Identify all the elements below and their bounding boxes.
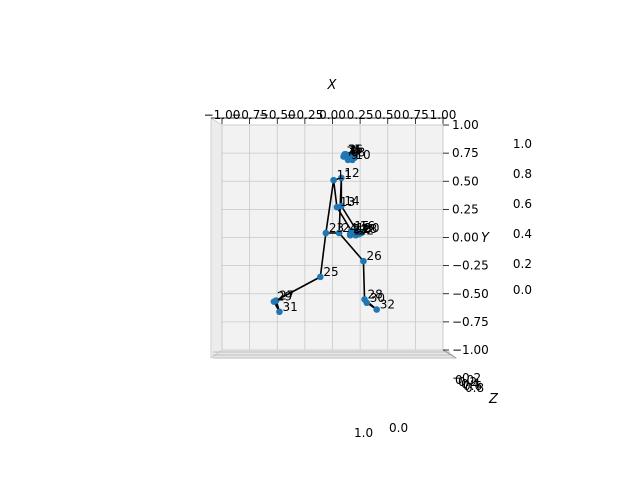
point-label: 28 [368, 287, 383, 301]
point-label: 23 [329, 221, 344, 235]
point-label: 11 [337, 168, 352, 182]
data-point [330, 176, 337, 184]
y-tick-label: 0.00 [452, 231, 479, 245]
point-label: 24 [342, 221, 357, 235]
y-tick-label: 0.25 [452, 202, 479, 216]
z-tick-label-partial: 1.0 [513, 137, 532, 151]
data-point [357, 229, 365, 237]
z-tick-label: 0.6 [463, 379, 482, 393]
x-tick-label: 1.00 [430, 108, 457, 122]
data-point [360, 257, 367, 265]
stray-label-1: 1.0 [354, 426, 373, 440]
y-tick-label: −0.50 [452, 287, 489, 301]
skeleton-edge [338, 232, 365, 262]
skeleton-edge [325, 180, 335, 234]
data-point [352, 231, 360, 239]
skeleton-edge [319, 232, 327, 277]
data-point [338, 174, 345, 182]
skeleton-edge [340, 205, 358, 232]
skeleton-edge [275, 276, 321, 302]
x-tick-label: 0.00 [319, 108, 346, 122]
point-label: 22 [359, 223, 374, 237]
data-point [338, 202, 345, 210]
point-label: 19 [356, 221, 371, 235]
point-label: 5 [354, 142, 362, 156]
z-tick-label-partial: 0.8 [513, 167, 532, 181]
y-tick-label: −0.25 [452, 259, 489, 273]
data-point [276, 308, 283, 316]
y-tick-label: 0.75 [452, 146, 479, 160]
x-tick-label: −0.25 [286, 108, 323, 122]
point-label: 32 [380, 298, 395, 312]
z-tick-label: −0.2 [452, 371, 481, 385]
x-tick-label: −0.75 [231, 108, 268, 122]
point-label: 17 [353, 223, 368, 237]
point-label: 20 [364, 221, 379, 235]
point-label: 12 [344, 166, 359, 180]
data-point [349, 156, 356, 164]
x-tick-label: 0.50 [374, 108, 401, 122]
point-label: 1 [350, 143, 358, 157]
z-axis-label: Z [488, 392, 499, 407]
data-point [346, 230, 354, 238]
point-label: 31 [282, 300, 297, 314]
skeleton-edge [332, 180, 338, 208]
point-label: 8 [358, 146, 366, 160]
point-label: 0 [351, 146, 359, 160]
z-tick-label: 0.8 [465, 381, 484, 395]
point-label: 18 [362, 222, 377, 236]
point-label: 3 [348, 142, 356, 156]
y-tick-label: −0.75 [452, 315, 489, 329]
point-label: 21 [353, 222, 368, 236]
z-tick-label: 0.4 [461, 377, 480, 391]
point-label: 15 [354, 219, 369, 233]
skeleton-edge [362, 261, 366, 300]
left-pane [210, 117, 223, 359]
z-tick-label: 0.2 [458, 375, 477, 389]
z-tick-label-partial: 0.2 [513, 257, 532, 271]
x-axis-label: X [327, 78, 338, 93]
data-point [373, 306, 381, 313]
point-label: 6 [355, 142, 363, 156]
point-label: 14 [344, 194, 359, 208]
data-point [317, 273, 324, 281]
point-label: 27 [279, 289, 294, 303]
point-label: 13 [340, 195, 355, 209]
point-label: 30 [370, 291, 385, 305]
bottom-pane [210, 349, 458, 359]
data-point [270, 298, 278, 305]
data-point [335, 229, 343, 237]
right-edge-tick [442, 349, 457, 359]
point-label: 7 [347, 145, 355, 159]
data-point [363, 299, 371, 307]
z-tick-label-partial: 0.6 [513, 197, 532, 211]
y-tick-label: −1.00 [452, 343, 489, 357]
x-tick-label: −1.00 [204, 108, 241, 122]
y-tick-label: 1.00 [452, 118, 479, 132]
point-label: 9 [351, 148, 359, 162]
point-label: 4 [353, 143, 361, 157]
x-tick-label: −0.50 [259, 108, 296, 122]
point-label: 29 [277, 290, 292, 304]
axes: −1.00−0.75−0.50−0.250.00 0.25 0.50 0.75 1.00… [204, 108, 532, 395]
y-axis-label: Y [481, 231, 490, 246]
point-label: 2 [349, 142, 357, 156]
point-label: 26 [366, 249, 381, 263]
point-label: 25 [323, 265, 338, 279]
x-tick-label: 0.25 [347, 108, 374, 122]
point-label: 10 [355, 148, 370, 162]
stray-label-2: 0.0 [389, 421, 408, 435]
z-tick-label: 0.0 [455, 373, 474, 387]
z-tick-label-partial: 0.0 [513, 283, 532, 297]
y-tick-label: 0.50 [452, 174, 479, 188]
point-label: 16 [360, 219, 375, 233]
skeleton-points [270, 150, 381, 316]
x-tick-label: 0.75 [402, 108, 429, 122]
z-tick-label-partial: 0.4 [513, 227, 532, 241]
data-point [322, 229, 330, 237]
